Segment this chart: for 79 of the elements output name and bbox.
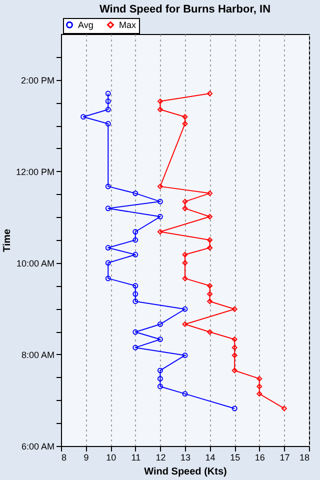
point [182,260,188,266]
point [132,190,138,196]
point [207,329,213,335]
point [157,384,163,390]
point [105,98,111,104]
point [256,384,262,390]
x-tick-label: 17 [280,452,290,462]
point [182,252,188,258]
x-tick-label: 12 [156,452,166,462]
point [182,391,188,397]
y-tick-label: 2:00 PM [20,75,54,86]
point [232,336,238,342]
point [157,368,163,374]
point [132,229,138,234]
point [80,114,86,120]
point [182,352,188,358]
y-tick-label: 8:00 AM [21,350,54,360]
point [105,206,111,212]
point [182,120,188,126]
point [105,120,111,126]
x-tick-label: 11 [131,452,141,462]
point [182,321,188,327]
point [182,198,188,204]
point [232,344,238,350]
point [182,114,188,120]
y-tick-label: 6:00 AM [21,442,54,452]
point [182,306,188,312]
point [182,206,188,212]
point [157,376,163,382]
point [207,214,213,220]
point [281,406,287,412]
legend-label: Avg [78,20,94,30]
point [132,344,138,350]
x-tick-label: 14 [205,452,216,462]
point [256,391,262,397]
point [157,198,163,204]
point [105,245,111,251]
y-axis-title: Time [2,228,13,252]
point [105,106,111,112]
point [105,184,111,190]
point [232,368,238,374]
point [182,276,188,282]
point [157,336,163,342]
point [207,245,213,251]
point [157,322,163,327]
point [105,276,111,282]
x-tick-label: 10 [106,452,116,462]
x-tick-label: 8 [62,452,67,462]
point [157,214,163,220]
chart-title: Wind Speed for Burns Harbor, IN [99,4,271,16]
x-tick-label: 18 [299,452,310,462]
point [157,229,163,234]
point [157,184,163,190]
point [132,237,138,243]
point [157,98,163,104]
point [207,298,213,304]
point [207,283,213,289]
point [256,376,262,382]
y-tick-label: 10:00 AM [16,258,54,268]
point [132,252,138,258]
point [132,291,138,297]
point [232,352,238,358]
point [207,291,213,297]
y-tick-label: 12:00 PM [16,166,54,177]
x-tick-label: 13 [180,452,191,462]
point [207,190,213,196]
point [207,237,213,243]
point [207,90,213,96]
x-tick-label: 15 [230,452,240,462]
x-tick-label: 9 [84,452,89,462]
point [132,283,138,289]
x-tick-label: 16 [254,452,265,462]
point [232,306,238,312]
point [157,106,163,112]
point [132,298,138,304]
legend-label: Max [119,20,136,30]
point [132,329,138,335]
x-axis-title: Wind Speed (Kts) [144,466,227,478]
point [105,260,111,266]
